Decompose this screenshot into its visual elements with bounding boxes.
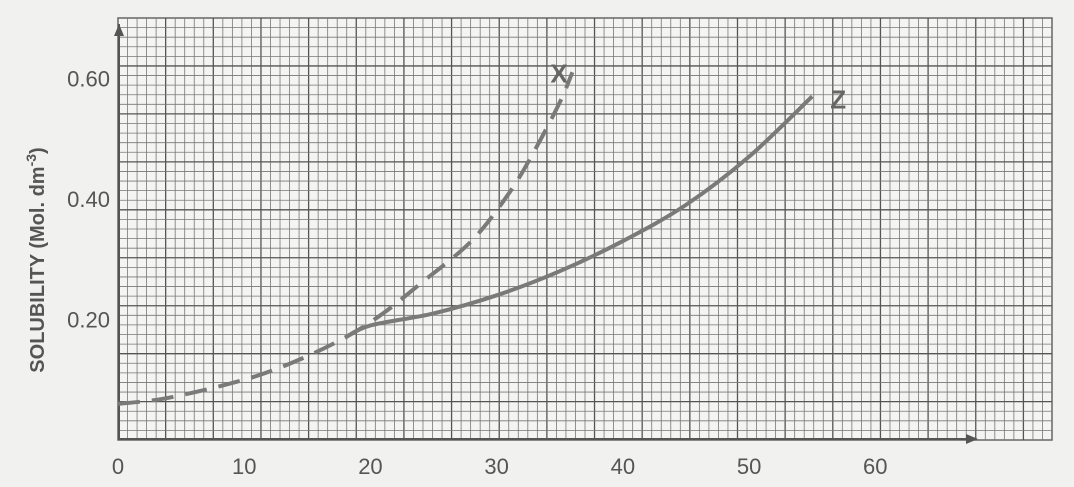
x-axis-arrow — [966, 434, 978, 444]
series-line-x — [117, 71, 575, 406]
x-tick-label: 0 — [112, 454, 124, 479]
y-tick-label: 0.60 — [67, 66, 110, 91]
labels: 0 10 20 30 40 50 60 0.20 0.40 0.60 X Z — [67, 58, 887, 479]
series-layer — [117, 71, 814, 406]
series-label-x: X — [550, 58, 568, 88]
y-axis-arrow — [114, 24, 124, 36]
y-tick-label: 0.20 — [67, 307, 110, 332]
y-axis-title-superscript: -3 — [23, 154, 39, 167]
y-axis-title-main: SOLUBILITY (Mol. dm — [27, 166, 49, 372]
x-tick-label: 50 — [737, 454, 761, 479]
y-axis-title-end: ) — [27, 147, 49, 154]
series-label-z: Z — [830, 84, 846, 114]
y-axis-title: SOLUBILITY (Mol. dm-3) — [23, 147, 49, 372]
axes — [114, 24, 978, 444]
grid — [117, 17, 1053, 441]
x-tick-label: 20 — [358, 454, 382, 479]
x-tick-label: 10 — [232, 454, 256, 479]
x-tick-label: 60 — [863, 454, 887, 479]
x-tick-label: 40 — [611, 454, 635, 479]
y-tick-label: 0.40 — [67, 187, 110, 212]
series-line-z — [344, 94, 814, 340]
x-tick-label: 30 — [484, 454, 508, 479]
